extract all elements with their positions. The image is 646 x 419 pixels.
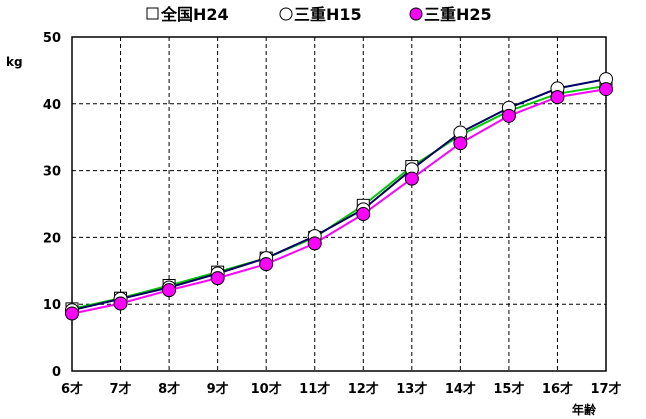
x-tick-label: 10才 (251, 381, 282, 397)
y-axis-ticks: 0 10 20 30 40 50 (43, 31, 61, 380)
y-axis-label: kg (6, 55, 23, 69)
data-point (453, 136, 468, 151)
data-point (404, 171, 419, 186)
legend-marker (146, 7, 159, 20)
data-point (210, 271, 225, 286)
x-tick-label: 13才 (396, 381, 427, 397)
x-tick-label: 17才 (590, 381, 621, 397)
series-layer (65, 72, 613, 321)
grid (72, 37, 606, 371)
legend-item: 三重H15 (279, 5, 362, 24)
x-tick-label: 7才 (110, 381, 132, 397)
series-line (71, 78, 607, 312)
x-tick-label: 15才 (493, 381, 524, 397)
x-tick-label: 8才 (158, 381, 180, 397)
data-point (65, 306, 79, 321)
x-tick-label: 6才 (61, 381, 83, 397)
x-axis-ticks: 6才 7才 8才 9才 10才 11才 12才 13才 14才 15才 16才 17才 (61, 381, 622, 397)
legend-marker (409, 7, 423, 21)
y-tick-label: 20 (43, 231, 61, 246)
legend: 全国H24 三重H15 三重H25 (146, 5, 492, 24)
series-line (71, 84, 607, 310)
data-point (307, 236, 322, 251)
x-tick-label: 16才 (542, 381, 573, 397)
y-tick-label: 0 (52, 365, 61, 380)
legend-label: 三重H25 (424, 5, 492, 24)
data-point (113, 296, 128, 311)
legend-item: 全国H24 (146, 5, 229, 24)
x-tick-label: 12才 (348, 381, 379, 397)
x-tick-label: 9才 (207, 381, 229, 397)
legend-item: 三重H25 (409, 5, 492, 24)
series-line (71, 88, 607, 315)
plot-area (71, 36, 607, 372)
data-point (599, 82, 613, 97)
legend-marker (279, 7, 293, 21)
x-tick-label: 11才 (299, 381, 330, 397)
legend-label: 三重H15 (294, 5, 362, 24)
y-tick-label: 50 (43, 31, 61, 46)
y-tick-label: 40 (43, 98, 61, 113)
data-point (162, 283, 177, 298)
x-tick-label: 14才 (445, 381, 476, 397)
data-point (550, 90, 565, 105)
y-tick-label: 10 (43, 298, 61, 313)
data-point (356, 207, 371, 222)
y-tick-label: 30 (43, 165, 61, 180)
data-point (259, 257, 274, 272)
data-point (501, 108, 516, 123)
x-axis-label: 年齢 (572, 402, 597, 417)
legend-label: 全国H24 (160, 5, 229, 24)
